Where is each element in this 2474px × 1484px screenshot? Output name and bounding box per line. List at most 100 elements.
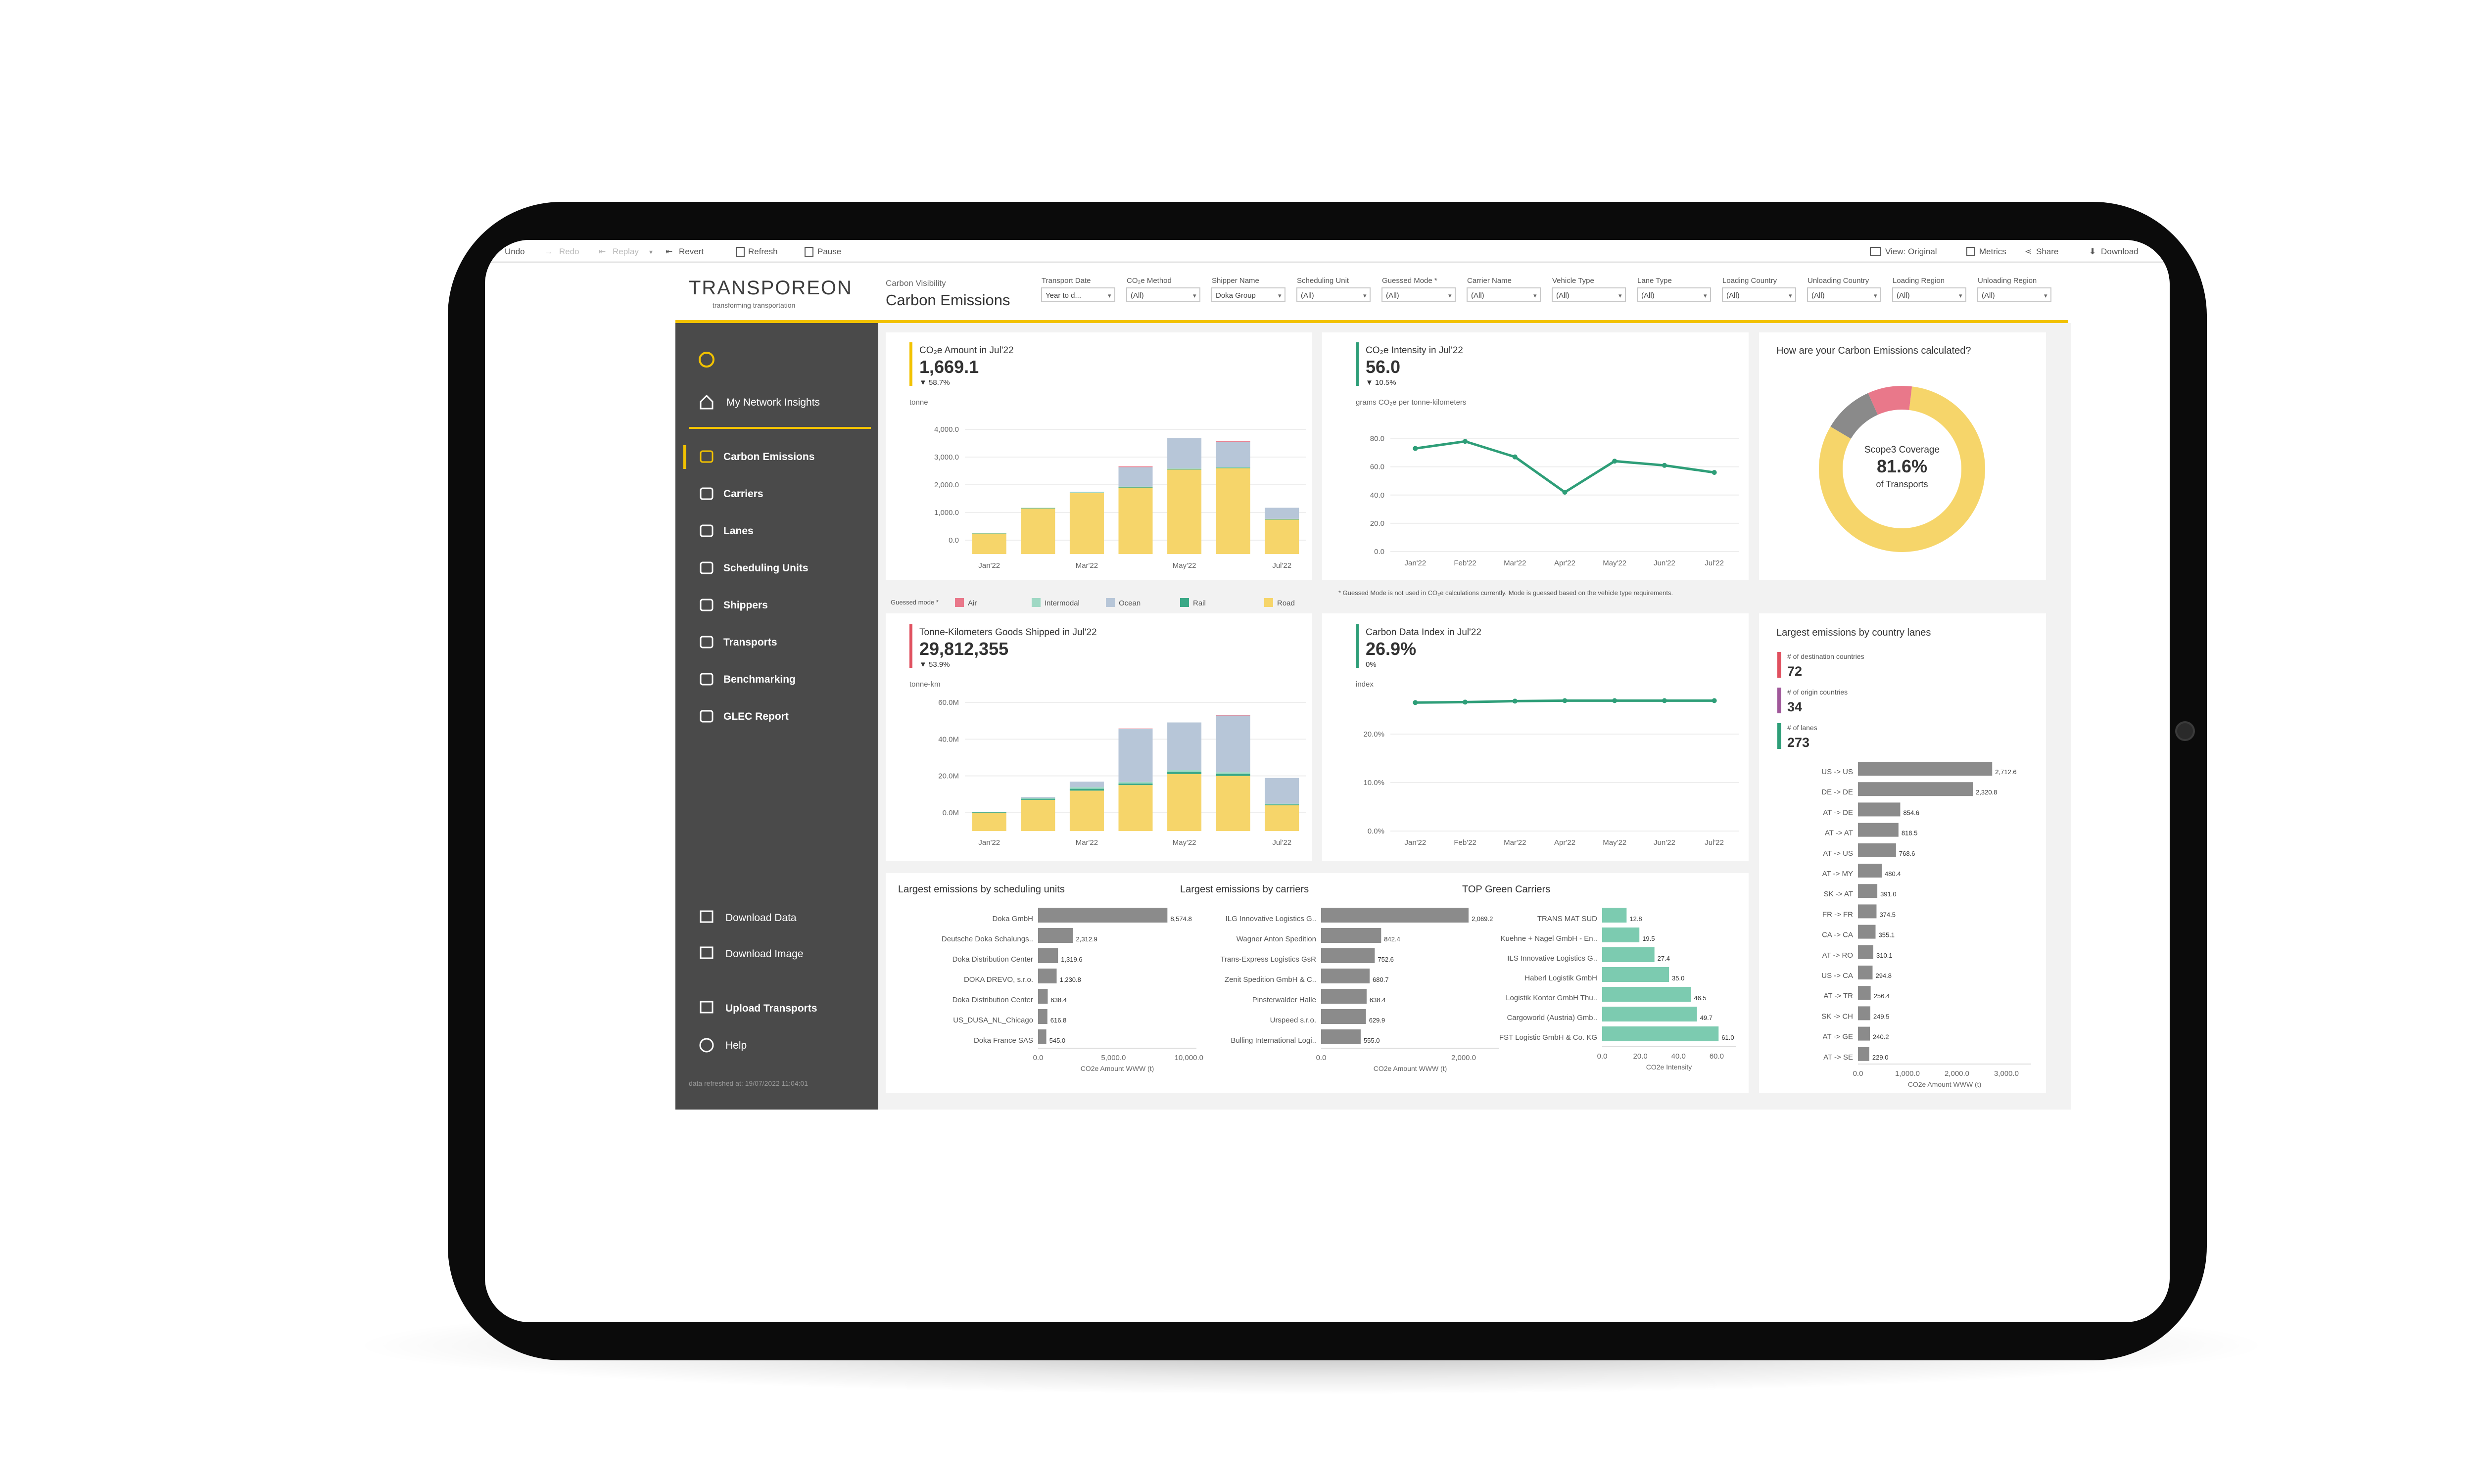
bar-intermodal[interactable] [1069, 492, 1104, 493]
bar-road[interactable] [1216, 776, 1250, 831]
bar[interactable] [1858, 884, 1878, 898]
bar[interactable] [1038, 989, 1048, 1004]
filter-select[interactable] [1126, 287, 1200, 302]
redo-button[interactable]: → Redo [544, 247, 579, 256]
bar[interactable] [1321, 948, 1375, 963]
filter-transport-date[interactable]: Transport Date Year to d... ▾ [1041, 277, 1115, 302]
data-point[interactable] [1413, 700, 1418, 705]
legend-item-road[interactable]: Road [1264, 598, 1295, 607]
bar-ocean[interactable] [1216, 715, 1250, 773]
bar[interactable] [1858, 823, 1899, 837]
bar-ocean[interactable] [1118, 729, 1153, 782]
bar[interactable] [1858, 945, 1874, 959]
bar[interactable] [1038, 948, 1058, 963]
bar-ocean[interactable] [1021, 796, 1055, 798]
sidebar-item-carriers[interactable]: Carriers [700, 487, 763, 500]
bar-road[interactable] [1265, 805, 1299, 831]
bar-road[interactable] [1069, 790, 1104, 831]
undo-button[interactable]: Undo [505, 247, 525, 256]
bar-air[interactable] [1216, 441, 1250, 442]
data-point[interactable] [1512, 454, 1518, 460]
sidebar-item-lanes[interactable]: Lanes [700, 524, 754, 537]
data-point[interactable] [1463, 699, 1468, 705]
bar[interactable] [1858, 904, 1877, 919]
bar[interactable] [1321, 989, 1367, 1004]
filter-select[interactable] [1722, 287, 1796, 302]
bar[interactable] [1038, 908, 1168, 923]
bar[interactable] [1858, 1026, 1870, 1041]
sidebar-item-benchmarking[interactable]: Benchmarking [700, 673, 796, 686]
bar-road[interactable] [1167, 469, 1202, 554]
bar-rail[interactable] [1021, 798, 1055, 800]
data-point[interactable] [1512, 698, 1518, 704]
share-button[interactable]: ⋖ Share [2025, 247, 2058, 256]
bar-rail[interactable] [1021, 508, 1055, 509]
bar[interactable] [1038, 969, 1057, 983]
bar-ocean[interactable] [1216, 442, 1250, 467]
bar[interactable] [1858, 1047, 1869, 1061]
filter-loading-region[interactable]: Loading Region (All) ▾ [1892, 277, 1966, 302]
bar-intermodal[interactable] [1167, 770, 1202, 772]
bar[interactable] [1858, 782, 1973, 796]
filter-select[interactable] [1552, 287, 1626, 302]
bar-rail[interactable] [1265, 804, 1299, 805]
legend-item-ocean[interactable]: Ocean [1106, 598, 1141, 607]
bar-rail[interactable] [1216, 774, 1250, 776]
filter-loading-country[interactable]: Loading Country (All) ▾ [1722, 277, 1796, 302]
filter-unloading-region[interactable]: Unloading Region (All) ▾ [1977, 277, 2051, 302]
filter-co-e-method[interactable]: CO₂e Method (All) ▾ [1126, 277, 1200, 302]
sidebar-item-scheduling-units[interactable]: Scheduling Units [700, 561, 809, 574]
bar-intermodal[interactable] [1167, 468, 1202, 469]
data-point[interactable] [1662, 698, 1667, 703]
legend-item-rail[interactable]: Rail [1180, 598, 1206, 607]
bar[interactable] [1602, 1026, 1719, 1041]
filter-select[interactable] [1637, 287, 1711, 302]
metrics-button[interactable]: Metrics [1966, 247, 2006, 256]
bar[interactable] [1858, 986, 1871, 1000]
bar[interactable] [1321, 1029, 1361, 1044]
filter-select[interactable] [1807, 287, 1881, 302]
bar[interactable] [1602, 908, 1627, 923]
bar-rail[interactable] [1118, 487, 1153, 488]
replay-button[interactable]: ⇤ Replay ▾ [599, 247, 653, 256]
bar[interactable] [1602, 947, 1655, 962]
revert-button[interactable]: ⇤ Revert [666, 247, 704, 256]
filter-select[interactable] [1467, 287, 1541, 302]
filter-select[interactable] [1211, 287, 1285, 302]
filter-scheduling-unit[interactable]: Scheduling Unit (All) ▾ [1296, 277, 1371, 302]
filter-carrier-name[interactable]: Carrier Name (All) ▾ [1467, 277, 1541, 302]
filter-vehicle-type[interactable]: Vehicle Type (All) ▾ [1552, 277, 1626, 302]
bar-road[interactable] [1265, 519, 1299, 554]
bar-ocean[interactable] [1069, 782, 1104, 788]
bar-rail[interactable] [1167, 772, 1202, 774]
donut-slice[interactable] [1868, 386, 1912, 415]
bar-intermodal[interactable] [1216, 772, 1250, 774]
refresh-button[interactable]: Refresh [736, 247, 778, 257]
data-point[interactable] [1712, 698, 1717, 703]
bar[interactable] [1038, 928, 1073, 943]
download-button[interactable]: ⬇ Download [2089, 247, 2139, 256]
bar[interactable] [1321, 969, 1370, 983]
bar-rail[interactable] [1069, 788, 1104, 791]
bar[interactable] [1602, 928, 1640, 942]
sidebar-item-my-network-insights[interactable]: My Network Insights [700, 394, 820, 410]
sidebar-item-shippers[interactable]: Shippers [700, 599, 768, 611]
bar-ocean[interactable] [1167, 722, 1202, 771]
bar[interactable] [1038, 1009, 1047, 1024]
bar-rail[interactable] [1216, 467, 1250, 468]
bar-ocean[interactable] [1265, 508, 1299, 519]
sidebar-item-download-data[interactable]: Download Data [700, 910, 797, 924]
bar-road[interactable] [1118, 487, 1153, 554]
filter-unloading-country[interactable]: Unloading Country (All) ▾ [1807, 277, 1881, 302]
filter-select[interactable] [1892, 287, 1966, 302]
filter-select[interactable] [1381, 287, 1456, 302]
filter-lane-type[interactable]: Lane Type (All) ▾ [1637, 277, 1711, 302]
data-point[interactable] [1612, 698, 1618, 703]
data-point[interactable] [1463, 439, 1468, 444]
bar-ocean[interactable] [1118, 467, 1153, 487]
sidebar-item-glec-report[interactable]: GLEC Report [700, 710, 789, 723]
data-point[interactable] [1562, 698, 1568, 703]
bar-intermodal[interactable] [1021, 797, 1055, 799]
sidebar-item-help[interactable]: Help [699, 1038, 747, 1053]
filter-shipper-name[interactable]: Shipper Name Doka Group ▾ [1211, 277, 1285, 302]
